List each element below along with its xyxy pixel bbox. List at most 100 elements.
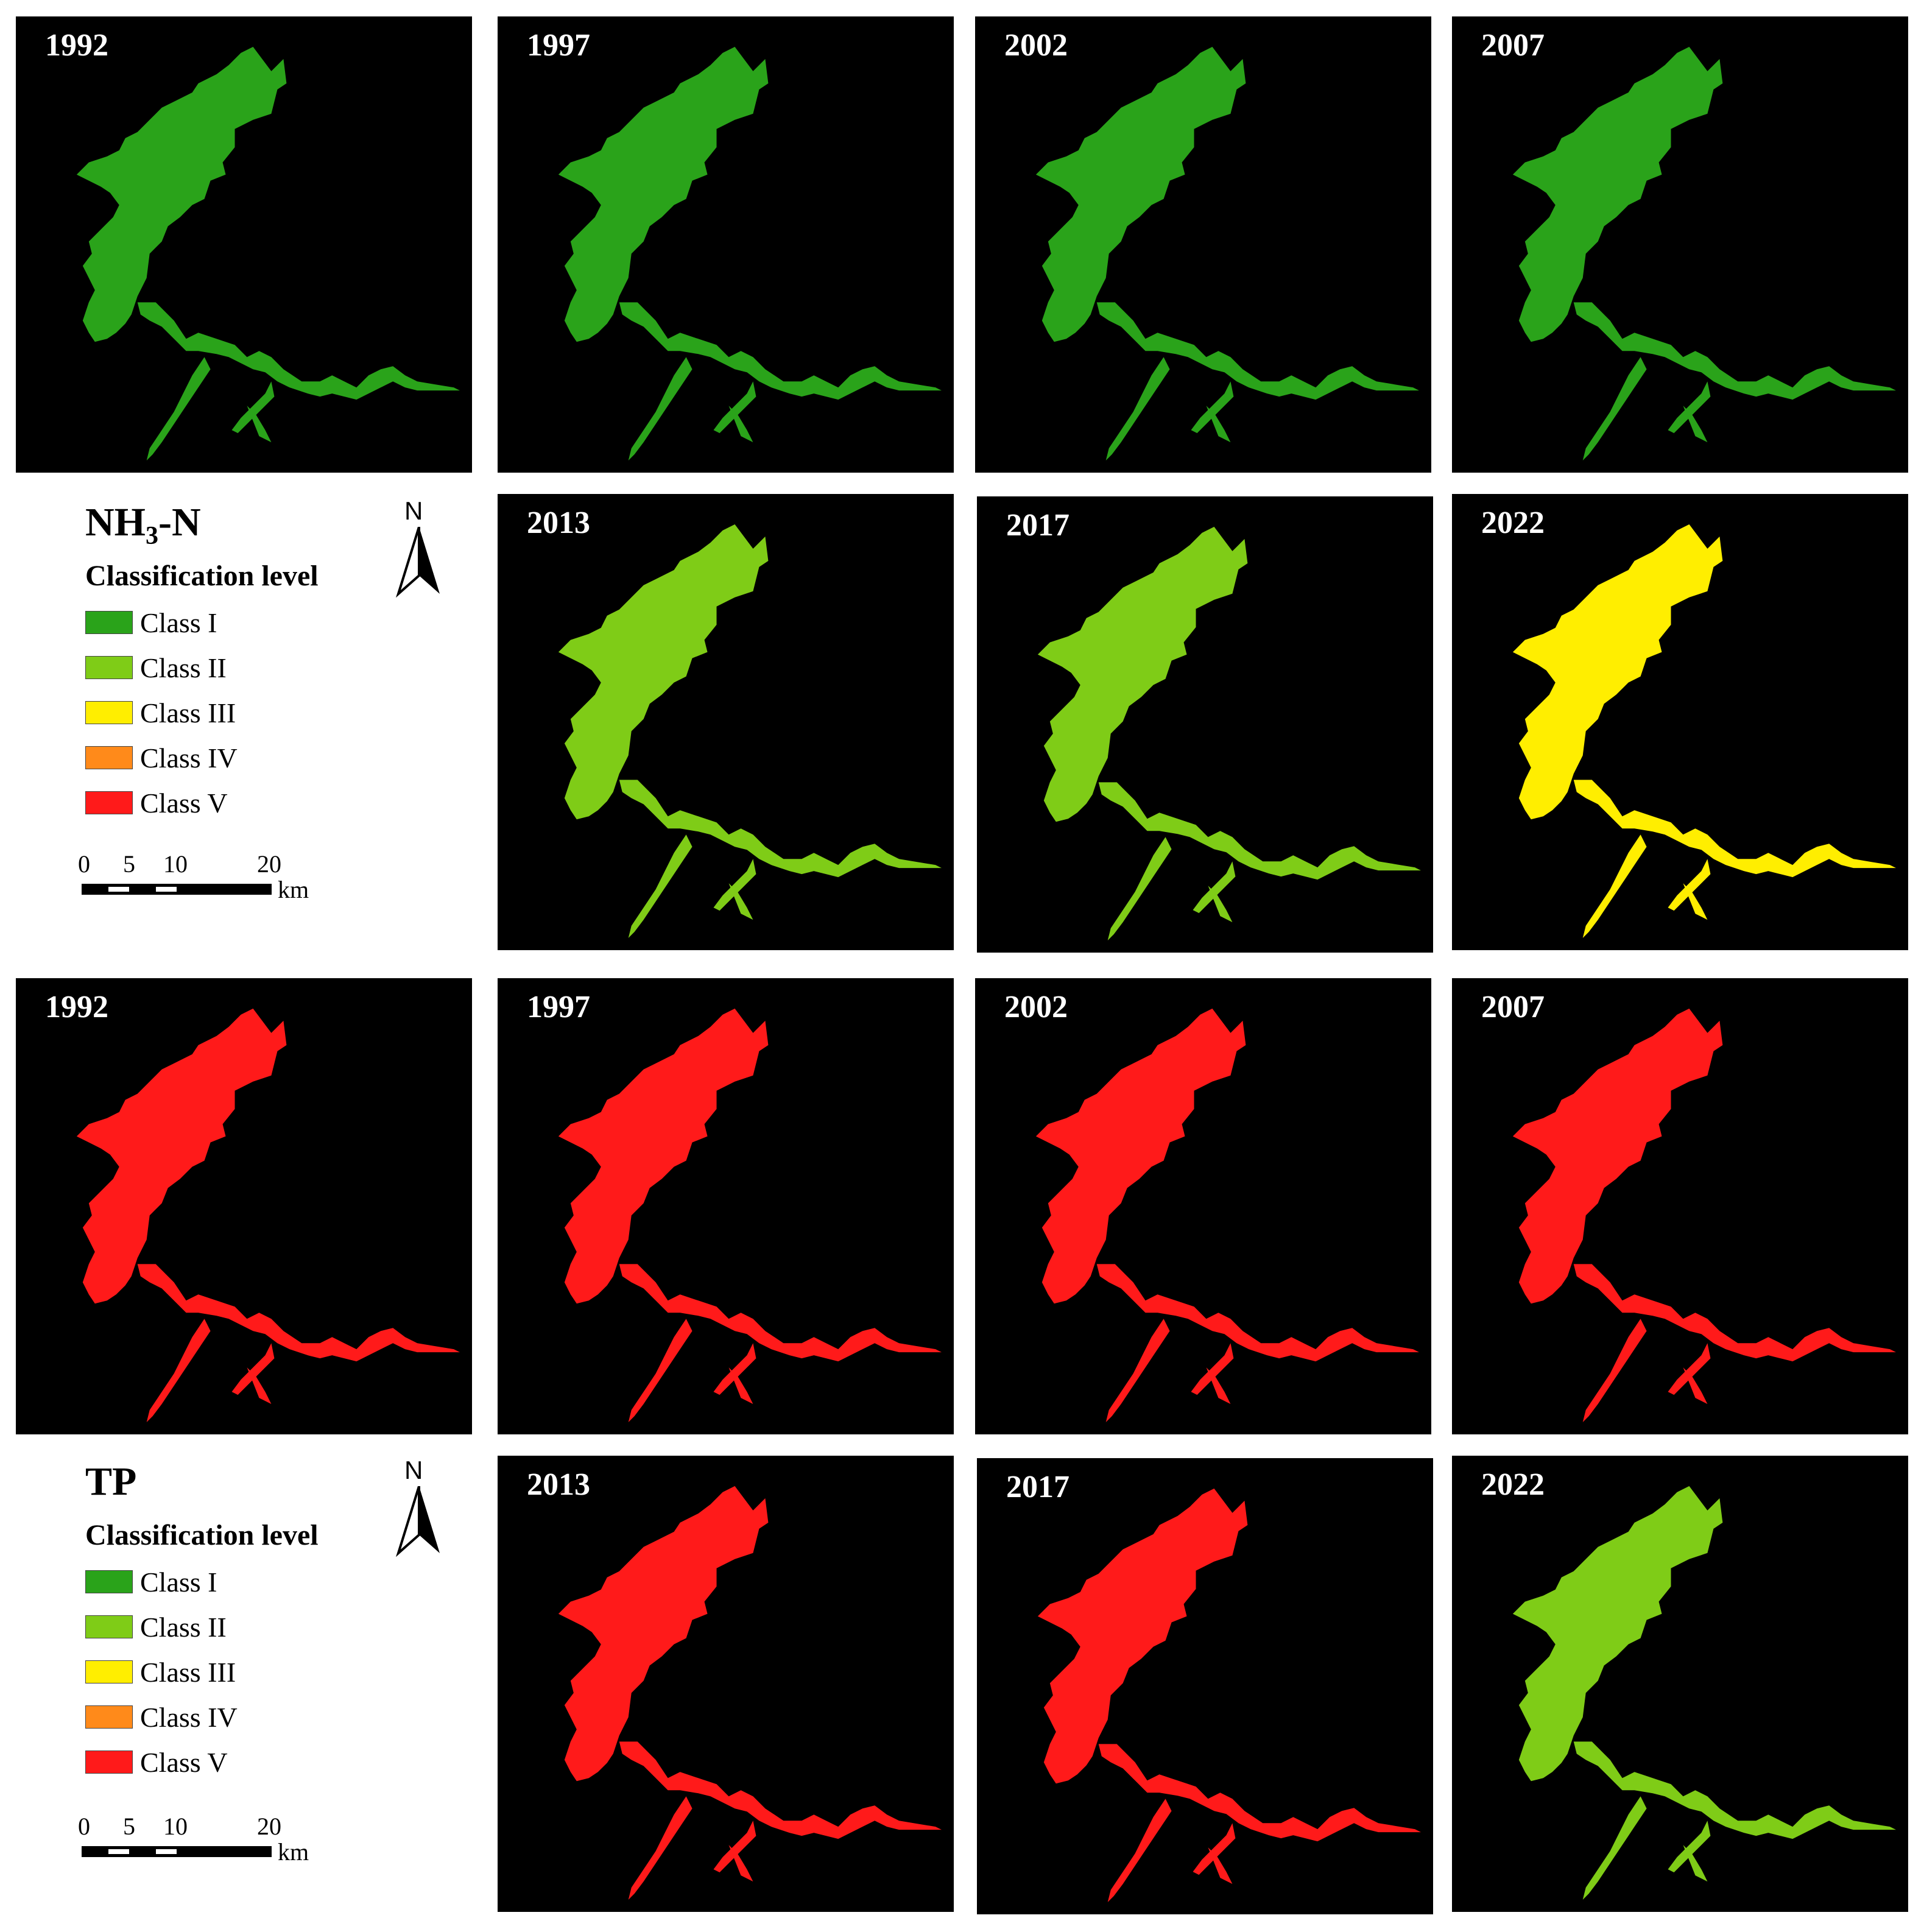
north-arrow-tp: N (396, 1456, 445, 1557)
legend-label: Class III (140, 1656, 236, 1688)
legend-item: Class II (85, 652, 227, 683)
year-label: 2022 (1481, 1467, 1545, 1502)
north-label: N (404, 1456, 423, 1484)
legend-swatch (85, 1615, 133, 1638)
reservoir-shape (558, 1008, 942, 1423)
reservoir-shape (558, 1486, 942, 1900)
legend-tp: TP Classification level Class I Class II C… (85, 1459, 359, 1778)
scale-tick: 20 (257, 850, 281, 878)
legend-item: Class I (85, 1567, 217, 1598)
map-panel-tp-2017: 2017 (977, 1458, 1433, 1914)
reservoir-shape (1512, 524, 1897, 939)
map-panel-nh3n-1992: 1992 (16, 16, 472, 473)
reservoir-map (558, 1486, 942, 1900)
legend-label: Class IV (140, 1701, 238, 1733)
reservoir-map (1512, 524, 1897, 939)
map-panel-tp-2013: 2013 (498, 1456, 954, 1912)
legend-swatch (85, 791, 133, 814)
legend-item: Class I (85, 607, 217, 638)
legend-label: Class I (140, 1566, 217, 1598)
year-label: 1992 (45, 28, 108, 63)
map-panel-nh3n-2002: 2002 (975, 16, 1431, 473)
map-panel-tp-2007: 2007 (1452, 978, 1908, 1434)
legend-swatch (85, 611, 133, 634)
scale-bar-tp: 0 5 10 20 km (78, 1812, 335, 1873)
scale-tick: 0 (78, 850, 90, 878)
reservoir-map (1037, 1488, 1422, 1903)
scale-tick: 0 (78, 1813, 90, 1840)
north-arrow-icon (396, 527, 440, 598)
reservoir-map (558, 1008, 942, 1423)
scale-tick: 10 (163, 850, 188, 878)
map-panel-nh3n-1997: 1997 (498, 16, 954, 473)
legend-item: Class IV (85, 742, 238, 774)
legend-item: Class V (85, 788, 228, 819)
legend-swatch (85, 1705, 133, 1729)
legend-item: Class V (85, 1747, 228, 1778)
legend-item: Class III (85, 697, 236, 728)
reservoir-shape (76, 46, 460, 461)
legend-label: Class I (140, 607, 217, 638)
reservoir-shape (558, 524, 942, 939)
year-label: 2013 (527, 506, 590, 540)
reservoir-shape (1035, 1008, 1420, 1423)
reservoir-map (1512, 1008, 1897, 1423)
north-label: N (404, 496, 423, 525)
map-panel-tp-2002: 2002 (975, 978, 1431, 1434)
scale-tick: 5 (123, 1813, 135, 1840)
reservoir-map (76, 46, 460, 461)
reservoir-map (1512, 46, 1897, 461)
legend-label: Class II (140, 652, 227, 683)
legend-label: Class IV (140, 742, 238, 774)
scale-tick: 5 (123, 850, 135, 878)
legend-label: Class V (140, 1746, 228, 1778)
legend-subtitle: Classification level (85, 1519, 319, 1551)
legend-item: Class II (85, 1612, 227, 1643)
year-label: 1997 (527, 990, 590, 1024)
legend-subtitle: Classification level (85, 560, 319, 592)
reservoir-shape (1512, 1008, 1897, 1423)
north-arrow-nh3n: N (396, 496, 445, 598)
year-label: 1992 (45, 990, 108, 1024)
legend-label: Class III (140, 697, 236, 728)
legend-title-tp: TP (85, 1459, 137, 1504)
year-label: 2002 (1004, 28, 1068, 63)
reservoir-shape (1512, 1486, 1897, 1900)
scale-tick: 20 (257, 1813, 281, 1840)
map-panel-nh3n-2017: 2017 (977, 496, 1433, 953)
map-panel-nh3n-2022: 2022 (1452, 494, 1908, 950)
reservoir-shape (76, 1008, 460, 1423)
reservoir-map (558, 46, 942, 461)
year-label: 2013 (527, 1467, 590, 1502)
scale-unit: km (278, 876, 309, 903)
scale-tick: 10 (163, 1813, 188, 1840)
legend-label: Class V (140, 787, 228, 819)
reservoir-shape (1037, 526, 1422, 941)
reservoir-map (1037, 526, 1422, 941)
year-label: 2017 (1006, 508, 1069, 543)
scale-bar-nh3n: 0 5 10 20 km (78, 850, 335, 911)
legend-item: Class III (85, 1657, 236, 1688)
reservoir-map (1512, 1486, 1897, 1900)
legend-swatch (85, 656, 133, 679)
legend-swatch (85, 1570, 133, 1593)
map-panel-nh3n-2007: 2007 (1452, 16, 1908, 473)
reservoir-shape (558, 46, 942, 461)
year-label: 2022 (1481, 506, 1545, 540)
reservoir-map (1035, 1008, 1420, 1423)
reservoir-shape (1035, 46, 1420, 461)
legend-swatch (85, 1660, 133, 1683)
legend-swatch (85, 746, 133, 769)
legend-swatch (85, 1750, 133, 1774)
map-panel-tp-1992: 1992 (16, 978, 472, 1434)
legend-nh3n: NH3-N Classification level Class I Class … (85, 499, 359, 819)
year-label: 2007 (1481, 28, 1545, 63)
map-panel-tp-2022: 2022 (1452, 1456, 1908, 1912)
legend-item: Class IV (85, 1702, 238, 1733)
year-label: 2017 (1006, 1470, 1069, 1504)
map-panel-nh3n-2013: 2013 (498, 494, 954, 950)
reservoir-map (1035, 46, 1420, 461)
map-panel-tp-1997: 1997 (498, 978, 954, 1434)
reservoir-map (558, 524, 942, 939)
scale-unit: km (278, 1838, 309, 1866)
